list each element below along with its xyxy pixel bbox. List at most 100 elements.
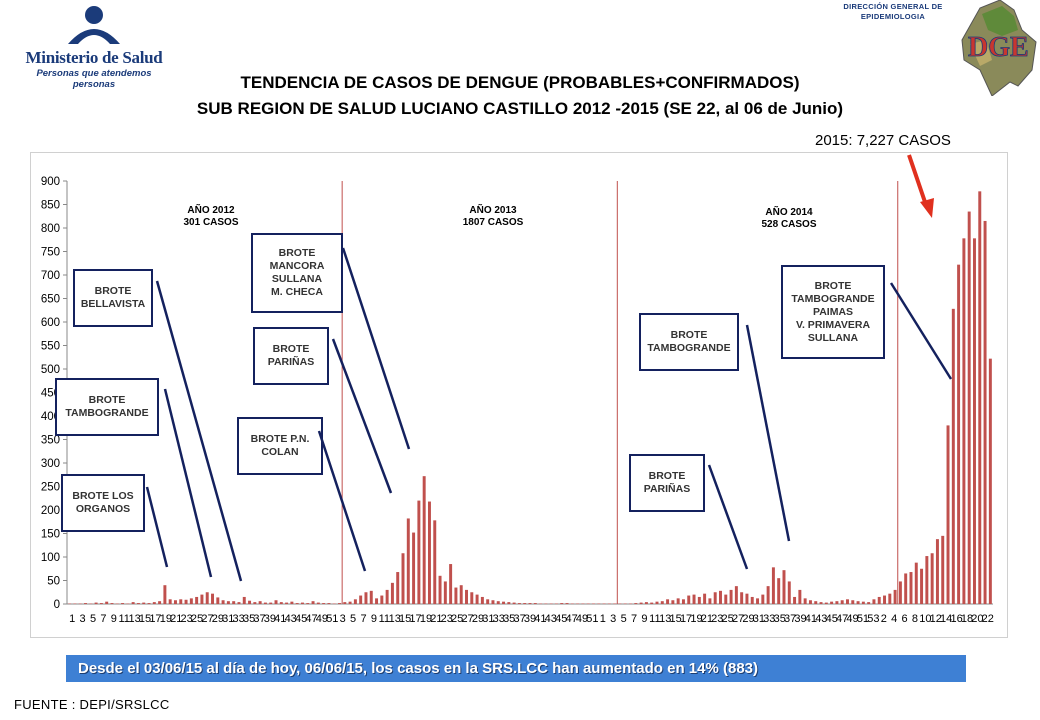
year-label-2013: AÑO 2013 1807 CASOS	[462, 205, 524, 228]
annotation-2015: 2015: 7,227 CASOS	[815, 132, 951, 149]
bar	[904, 573, 908, 604]
bar	[719, 590, 722, 604]
bar	[692, 594, 696, 604]
bar	[544, 603, 548, 605]
bar	[438, 575, 442, 604]
x-tick-label: 51	[326, 613, 338, 625]
bar	[496, 601, 500, 604]
bar	[898, 581, 902, 604]
bar	[465, 589, 468, 604]
x-tick-label: 21	[430, 613, 442, 625]
x-tick-label: 3	[340, 613, 346, 625]
x-tick-label: 16	[950, 613, 962, 625]
bar	[634, 603, 638, 604]
y-tick-label: 700	[41, 270, 60, 282]
bar	[459, 585, 463, 604]
x-tick-label: 23	[181, 613, 193, 625]
bar	[211, 593, 214, 604]
bar	[819, 602, 823, 604]
x-tick-label: 7	[360, 613, 366, 625]
bar	[232, 601, 236, 604]
bar	[68, 603, 72, 605]
bar	[697, 596, 701, 604]
x-tick-label: 8	[912, 613, 918, 625]
bar	[708, 598, 712, 604]
x-tick-label: 33	[493, 613, 505, 625]
bar	[200, 594, 204, 604]
bar	[486, 599, 490, 604]
x-tick-label: 35	[774, 613, 786, 625]
bar	[639, 602, 643, 604]
bar	[914, 562, 918, 604]
x-tick-label: 45	[295, 613, 307, 625]
bar	[824, 602, 828, 604]
x-tick-label: 5	[621, 613, 627, 625]
pointer-tambogrande-2012	[163, 388, 213, 578]
bar	[814, 601, 818, 604]
brote-tambogrande-paimas: BROTE TAMBOGRANDE PAIMAS V. PRIMAVERA SU…	[781, 265, 885, 359]
x-tick-label: 3	[610, 613, 616, 625]
bar	[454, 587, 458, 604]
bar	[475, 594, 479, 604]
bar	[793, 596, 797, 604]
y-tick-label: 250	[41, 482, 60, 494]
bar	[205, 592, 209, 604]
dge-logo: DGE	[952, 0, 1038, 97]
bar	[920, 568, 924, 604]
bar	[343, 602, 347, 604]
bar	[523, 603, 527, 604]
bar	[163, 585, 167, 604]
bar	[724, 594, 728, 604]
x-tick-label: 31	[482, 613, 494, 625]
bar	[105, 601, 109, 604]
bar	[115, 603, 119, 605]
bar	[136, 603, 140, 604]
x-tick-label: 51	[586, 613, 598, 625]
bar	[623, 603, 627, 605]
bar	[502, 601, 506, 604]
bar	[861, 601, 865, 604]
bar	[872, 599, 876, 604]
bar	[962, 238, 966, 604]
x-tick-label: 23	[441, 613, 453, 625]
bar	[644, 602, 648, 604]
bar	[433, 520, 437, 604]
bar	[909, 572, 913, 604]
x-tick-label: 27	[732, 613, 744, 625]
bar	[787, 581, 791, 604]
ministry-logo: Ministerio de Salud Personas que atendem…	[18, 4, 170, 90]
bar	[216, 597, 220, 604]
bar	[888, 593, 892, 604]
bar	[427, 501, 431, 604]
pointer-pn-colan	[317, 430, 367, 572]
x-tick-label: 35	[503, 613, 515, 625]
y-tick-label: 0	[54, 599, 60, 611]
pointer-parinas-2013	[331, 338, 393, 494]
bar	[269, 602, 273, 604]
bar	[883, 595, 887, 604]
pointer-bellavista	[155, 280, 243, 582]
bar	[650, 602, 654, 604]
y-tick-label: 350	[41, 435, 60, 447]
x-tick-label: 49	[316, 613, 328, 625]
y-tick-label: 550	[41, 341, 60, 353]
x-tick-label: 27	[461, 613, 473, 625]
x-tick-label: 33	[763, 613, 775, 625]
bar	[263, 602, 267, 604]
pointer-lines	[145, 247, 953, 582]
x-tick-label: 17	[149, 613, 161, 625]
x-tick-label: 43	[815, 613, 827, 625]
x-tick-label: 6	[901, 613, 907, 625]
dge-logo-text: DGE	[968, 32, 1029, 63]
bar	[978, 191, 982, 604]
bar	[173, 600, 177, 604]
bar	[935, 539, 939, 604]
bar	[285, 602, 289, 604]
bar	[179, 599, 183, 604]
x-tick-label: 37	[784, 613, 796, 625]
bar	[740, 592, 744, 604]
bar	[189, 598, 193, 604]
y-tick-label: 850	[41, 200, 60, 212]
bar	[771, 567, 775, 604]
bar	[808, 600, 812, 604]
